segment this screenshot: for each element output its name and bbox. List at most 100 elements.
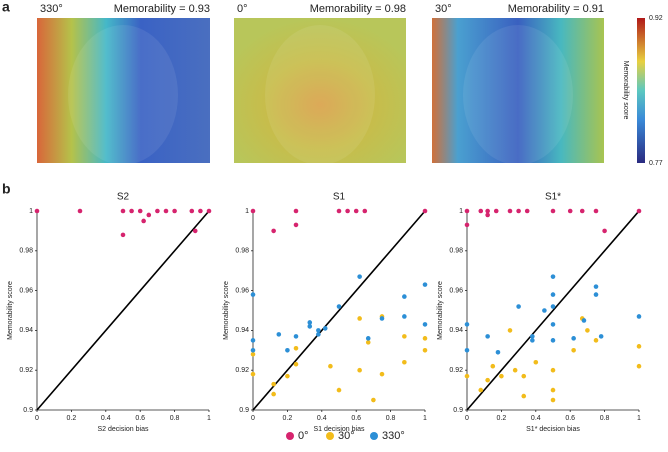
y-tick-label: 1 bbox=[459, 208, 463, 215]
x-tick-label: 0.8 bbox=[386, 415, 396, 422]
y-tick-label: 0.96 bbox=[449, 287, 463, 294]
point bbox=[493, 208, 499, 214]
y-tick-label: 0.94 bbox=[19, 327, 33, 334]
colorbar-tick: 0.92 bbox=[649, 15, 663, 22]
legend-swatch bbox=[370, 432, 378, 440]
point bbox=[250, 351, 256, 357]
colorbar-tick: 0.77 bbox=[649, 160, 663, 167]
point bbox=[402, 334, 407, 339]
y-tick-label: 1 bbox=[245, 208, 249, 215]
point bbox=[602, 228, 607, 234]
y-tick-label: 0.96 bbox=[19, 287, 33, 294]
point bbox=[322, 326, 328, 331]
point bbox=[137, 208, 143, 214]
point bbox=[336, 304, 342, 309]
point bbox=[402, 314, 407, 319]
x-tick-label: 0.8 bbox=[600, 415, 610, 422]
point bbox=[192, 228, 198, 234]
x-tick-label: 0.4 bbox=[531, 415, 541, 422]
y-axis-label: Memorability score bbox=[437, 281, 444, 340]
point bbox=[250, 338, 256, 343]
point bbox=[365, 340, 371, 345]
y-axis-label: Memorability score bbox=[7, 281, 14, 340]
point bbox=[550, 208, 556, 214]
point bbox=[571, 336, 576, 341]
point bbox=[293, 208, 299, 214]
point bbox=[172, 208, 177, 214]
y-tick-label: 1 bbox=[29, 208, 33, 215]
point bbox=[579, 208, 585, 214]
point bbox=[293, 334, 299, 339]
identity-line bbox=[36, 210, 210, 411]
point bbox=[307, 324, 313, 329]
point bbox=[464, 208, 470, 214]
point bbox=[516, 304, 521, 309]
point bbox=[198, 208, 203, 214]
point bbox=[293, 361, 299, 367]
point bbox=[146, 212, 152, 218]
point bbox=[550, 367, 556, 373]
point bbox=[189, 208, 195, 214]
point bbox=[530, 338, 535, 343]
point bbox=[141, 218, 146, 224]
point bbox=[371, 397, 376, 403]
x-tick-label: 0 bbox=[251, 415, 255, 422]
point bbox=[585, 328, 590, 333]
point bbox=[293, 222, 299, 228]
point bbox=[636, 363, 642, 369]
point bbox=[293, 346, 299, 351]
point bbox=[530, 334, 535, 339]
legend-label: 330° bbox=[382, 430, 405, 442]
y-tick-label: 0.98 bbox=[235, 248, 249, 255]
point bbox=[285, 373, 290, 379]
point bbox=[593, 292, 599, 297]
image-score: Memorability = 0.91 bbox=[508, 3, 604, 15]
point bbox=[598, 334, 604, 339]
face-image bbox=[234, 18, 406, 165]
point bbox=[120, 208, 126, 214]
y-tick-label: 0.9 bbox=[239, 407, 249, 414]
point bbox=[636, 314, 642, 319]
point bbox=[507, 328, 513, 333]
point bbox=[533, 359, 539, 365]
legend-swatch bbox=[286, 432, 294, 440]
point bbox=[34, 208, 40, 214]
x-tick-label: 0.2 bbox=[283, 415, 293, 422]
legend-swatch bbox=[326, 432, 334, 440]
point bbox=[307, 320, 313, 325]
identity-line bbox=[466, 210, 640, 411]
legend-label: 0° bbox=[298, 430, 309, 442]
point bbox=[521, 373, 527, 379]
point bbox=[365, 336, 371, 341]
point bbox=[422, 322, 428, 327]
point bbox=[550, 338, 556, 343]
point bbox=[593, 338, 599, 343]
point bbox=[571, 348, 576, 353]
x-tick-label: 1 bbox=[207, 415, 211, 422]
point bbox=[550, 322, 556, 327]
point bbox=[567, 208, 573, 214]
point bbox=[77, 208, 83, 214]
point bbox=[402, 359, 407, 365]
x-axis-label: S1 decision bias bbox=[314, 426, 365, 433]
y-tick-label: 0.9 bbox=[23, 407, 33, 414]
y-tick-label: 0.98 bbox=[19, 248, 33, 255]
point bbox=[120, 232, 126, 238]
point bbox=[271, 228, 276, 234]
y-tick-label: 0.94 bbox=[449, 327, 463, 334]
x-tick-label: 0.4 bbox=[101, 415, 111, 422]
point bbox=[524, 208, 530, 214]
image-score: Memorability = 0.93 bbox=[114, 3, 210, 15]
y-tick-label: 0.92 bbox=[449, 367, 463, 374]
colorbar bbox=[637, 18, 645, 163]
point bbox=[550, 397, 556, 403]
point bbox=[402, 294, 407, 299]
point bbox=[163, 208, 169, 214]
point bbox=[316, 328, 321, 333]
y-tick-label: 0.94 bbox=[235, 327, 249, 334]
chart-title: S1 bbox=[333, 192, 346, 203]
point bbox=[336, 208, 342, 214]
point bbox=[550, 387, 556, 393]
point bbox=[345, 208, 350, 214]
